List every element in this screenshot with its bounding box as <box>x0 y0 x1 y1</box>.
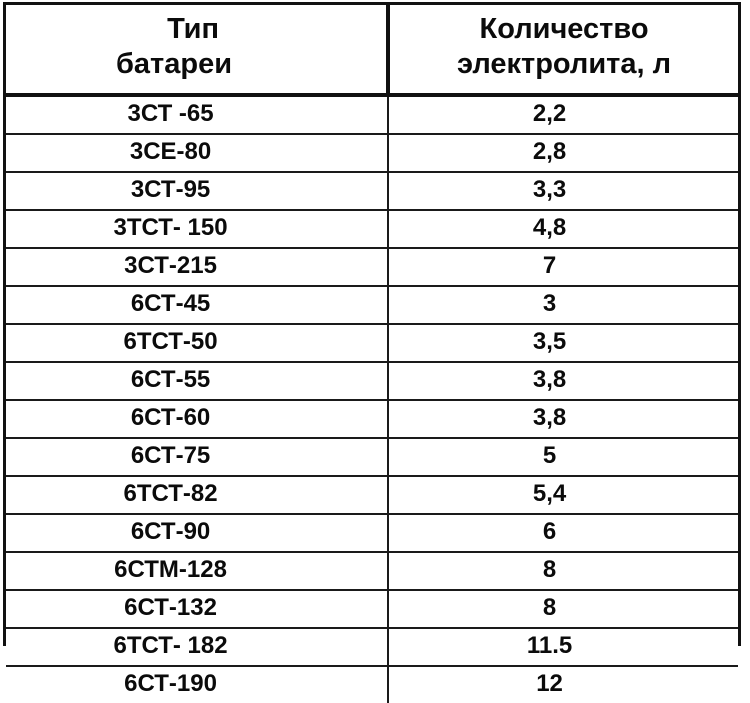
table-row: 6СТ-55 3,8 <box>6 361 738 400</box>
cell-electrolyte-amount: 7 <box>388 247 738 286</box>
cell-battery-type: 6ТСТ- 182 <box>6 627 390 666</box>
table-row: 6ТСТ-50 3,5 <box>6 323 738 362</box>
cell-battery-type: 6СТ-190 <box>6 665 390 703</box>
cell-battery-type: 6СТ-132 <box>6 589 390 628</box>
battery-electrolyte-table-container: Тип батареи Количество электролита, л 3С… <box>3 2 741 703</box>
table-row: 6ТСТ- 182 11.5 <box>6 627 738 666</box>
cell-electrolyte-amount: 3,8 <box>388 399 738 438</box>
cell-electrolyte-amount: 11.5 <box>388 627 738 666</box>
cell-battery-type: 6СТ-90 <box>6 513 390 552</box>
column-header-battery-type-line1: Тип <box>167 12 220 45</box>
cell-battery-type: 6СТ-75 <box>6 437 390 476</box>
table-row: 6СТМ-128 8 <box>6 551 738 590</box>
cell-electrolyte-amount: 6 <box>388 513 738 552</box>
cell-battery-type: 6СТ-60 <box>6 399 390 438</box>
cell-battery-type: 6ТСТ-50 <box>6 323 390 362</box>
table-header: Тип батареи Количество электролита, л <box>6 5 738 97</box>
table-row: 3СТ-95 3,3 <box>6 171 738 210</box>
cell-electrolyte-amount: 5 <box>388 437 738 476</box>
column-header-electrolyte-amount: Количество электролита, л <box>388 5 738 97</box>
cell-battery-type: 6ТСТ-82 <box>6 475 390 514</box>
cell-electrolyte-amount: 3 <box>388 285 738 324</box>
cell-electrolyte-amount: 12 <box>388 665 738 703</box>
cell-battery-type: 6СТ-45 <box>6 285 390 324</box>
table-row: 6ТСТ-82 5,4 <box>6 475 738 514</box>
cell-battery-type: 3СТ-95 <box>6 171 390 210</box>
table-row: 6СТ-190 12 <box>6 665 738 703</box>
table-row: 6СТ-45 3 <box>6 285 738 324</box>
column-header-electrolyte-amount-line1: Количество <box>479 12 649 45</box>
table-row: 3ТСТ- 150 4,8 <box>6 209 738 248</box>
cell-electrolyte-amount: 5,4 <box>388 475 738 514</box>
cell-battery-type: 3СЕ-80 <box>6 133 390 172</box>
table-row: 6СТ-90 6 <box>6 513 738 552</box>
cell-battery-type: 3СТ -65 <box>6 95 390 134</box>
cell-battery-type: 6СТ-55 <box>6 361 390 400</box>
table-row: 6СТ-132 8 <box>6 589 738 628</box>
battery-electrolyte-table: Тип батареи Количество электролита, л 3С… <box>6 5 738 703</box>
table-header-row: Тип батареи Количество электролита, л <box>6 5 738 97</box>
cell-battery-type: 3ТСТ- 150 <box>6 209 390 248</box>
cell-electrolyte-amount: 3,8 <box>388 361 738 400</box>
cell-electrolyte-amount: 8 <box>388 551 738 590</box>
table-row: 3СТ -65 2,2 <box>6 95 738 134</box>
table-row: 6СТ-75 5 <box>6 437 738 476</box>
column-header-electrolyte-amount-line2: электролита, л <box>457 48 672 80</box>
column-header-battery-type: Тип батареи <box>6 5 391 97</box>
cell-electrolyte-amount: 4,8 <box>388 209 738 248</box>
cell-electrolyte-amount: 2,8 <box>388 133 738 172</box>
cell-battery-type: 3СТ-215 <box>6 247 390 286</box>
cell-electrolyte-amount: 8 <box>388 589 738 628</box>
cell-electrolyte-amount: 3,5 <box>388 323 738 362</box>
cell-battery-type: 6СТМ-128 <box>6 551 390 590</box>
table-row: 3СТ-215 7 <box>6 247 738 286</box>
table-row: 6СТ-60 3,8 <box>6 399 738 438</box>
column-header-battery-type-line2: батареи <box>116 48 233 80</box>
table-row: 3СЕ-80 2,8 <box>6 133 738 172</box>
table-body: 3СТ -65 2,2 3СЕ-80 2,8 3СТ-95 3,3 3ТСТ- 150 4,8… <box>6 95 738 703</box>
cell-electrolyte-amount: 3,3 <box>388 171 738 210</box>
cell-electrolyte-amount: 2,2 <box>388 95 738 134</box>
